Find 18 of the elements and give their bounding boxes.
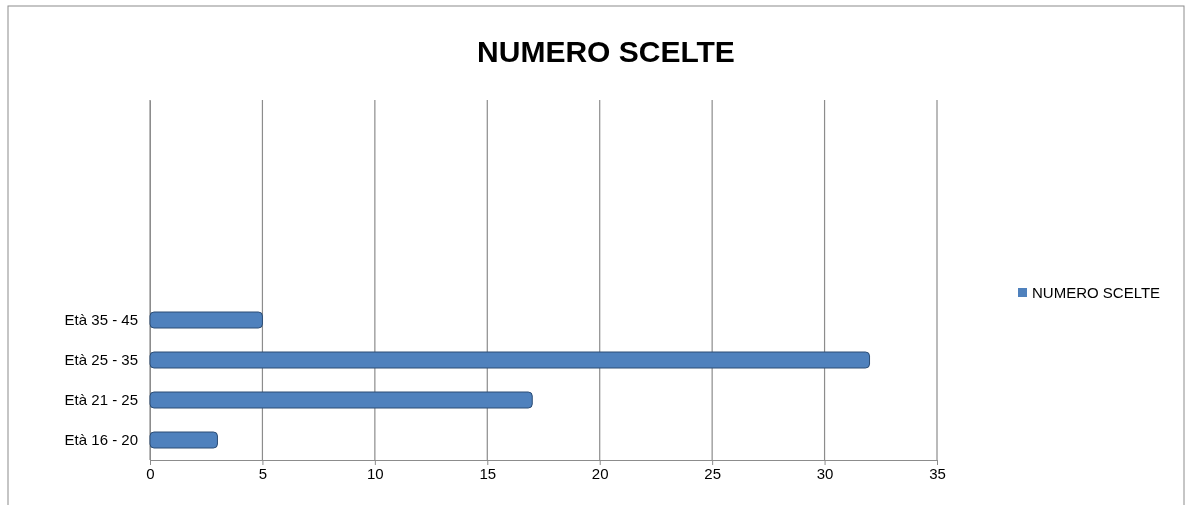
x-tick-label: 0 <box>146 464 155 482</box>
x-tick-label: 15 <box>479 464 497 482</box>
x-tick-label: 10 <box>367 464 384 482</box>
x-tick-label: 35 <box>929 464 946 482</box>
chart-title: NUMERO SCELTE <box>477 35 735 68</box>
y-tick-label: Età 16 - 20 <box>64 430 138 448</box>
bar <box>149 391 533 409</box>
y-tick-label: Età 25 - 35 <box>64 350 138 368</box>
legend-label: NUMERO SCELTE <box>1032 284 1161 301</box>
x-tick-label: 30 <box>816 464 834 482</box>
bar <box>149 431 218 449</box>
bar <box>149 351 871 369</box>
y-tick-label: Età 35 - 45 <box>64 310 138 328</box>
x-tick-label: 25 <box>704 464 721 482</box>
y-tick-label: Età 21 - 25 <box>64 390 138 408</box>
x-tick-label: 5 <box>258 464 268 482</box>
bar <box>149 311 263 329</box>
x-tick-label: 20 <box>591 464 609 482</box>
